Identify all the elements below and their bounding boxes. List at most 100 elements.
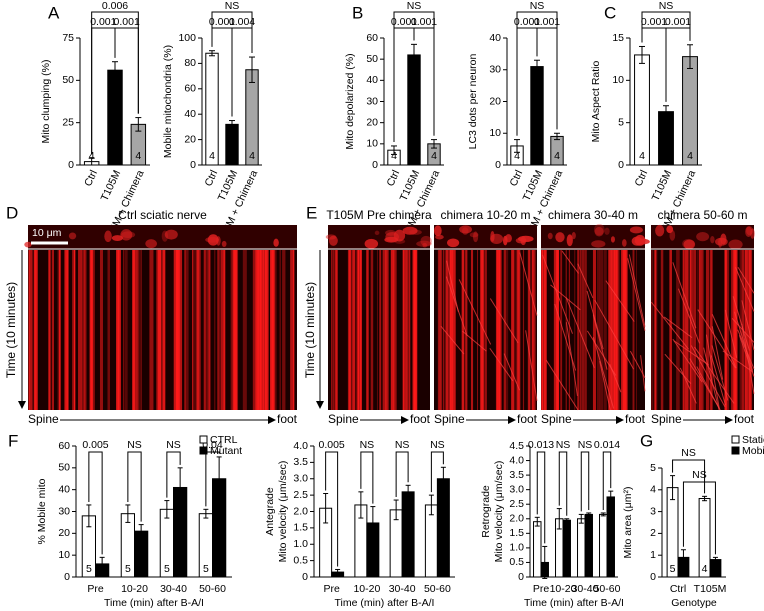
kymograph-track [64, 250, 66, 410]
kymograph-track [541, 250, 544, 410]
kymograph-track [94, 250, 95, 410]
legend-label: Static [742, 434, 764, 446]
x-axis-label: Time (min) after B-A/I [104, 597, 204, 609]
image-blob [622, 239, 627, 247]
significance-bracket [516, 11, 558, 136]
kymograph-track [403, 250, 408, 410]
significance-label: NS [395, 439, 410, 451]
kymograph-track [184, 250, 186, 410]
kymograph-track [28, 250, 33, 410]
kymograph-trace [561, 250, 579, 274]
n-label: 4 [713, 563, 719, 575]
image-blob [683, 239, 696, 250]
kymograph-trace [445, 276, 468, 337]
significance-label: 0.001 [114, 16, 140, 28]
kymograph-track [516, 250, 521, 410]
bar [682, 56, 698, 166]
kymograph-track [669, 250, 672, 410]
kymograph-track [565, 250, 567, 410]
image-blob [273, 238, 279, 247]
y-tick-label: 3 [650, 505, 656, 517]
kymograph-track [64, 250, 69, 410]
kymograph-track [149, 250, 154, 410]
kymograph-track [676, 250, 680, 410]
kymograph-trace [650, 301, 690, 350]
kymograph-trace [628, 254, 646, 327]
kymograph-trace [446, 260, 459, 312]
kymograph-track [500, 250, 502, 410]
image-blob [416, 240, 432, 247]
kymograph-track [177, 250, 180, 410]
kymograph-track [220, 250, 222, 410]
kymograph-track [162, 250, 166, 410]
y-axis-label: % Mobile mito [36, 478, 48, 544]
significance-label: 0.001 [641, 16, 667, 28]
significance-bracket [360, 451, 374, 504]
kymograph-track [481, 250, 485, 410]
y-tick-label: 0 [518, 571, 524, 583]
kymograph-track [83, 250, 87, 410]
kymograph-track [461, 250, 465, 410]
kymograph-trace [689, 358, 721, 411]
panel-letter: A [48, 3, 60, 22]
x-tick-label: Ctrl [202, 168, 220, 188]
y-axis-label: Mito depolarized (%) [344, 53, 356, 149]
kymograph-track [140, 250, 142, 410]
image-blob [420, 235, 432, 247]
significance-bracket [536, 451, 546, 544]
image-blob [24, 241, 32, 248]
kymograph-track [74, 250, 76, 410]
kymograph-track [359, 250, 363, 410]
n-label: 4 [431, 150, 437, 162]
kymograph-track [684, 250, 689, 410]
kymograph-trace [594, 299, 635, 370]
significance-label: 0.001 [534, 16, 560, 28]
significance-bracket [430, 451, 444, 493]
legend-label: CTRL [210, 434, 238, 446]
image-blob [104, 230, 112, 243]
image-blob [161, 230, 169, 242]
kymograph-track [133, 250, 135, 410]
bar [401, 491, 415, 578]
y-axis-label: LC3 dots per neuron [467, 53, 479, 149]
x-tick-label: Ctrl [632, 168, 650, 188]
kymograph-trace [440, 325, 465, 355]
y-tick-label: 1.5 [509, 527, 524, 539]
kymograph-trace [627, 258, 646, 331]
panel-letter: C [604, 3, 616, 22]
panel-letter: D [6, 203, 18, 222]
kymograph-trace [722, 350, 754, 373]
kymograph-trace [503, 353, 520, 391]
kymograph-trace [609, 364, 622, 393]
panel-letter: F [8, 431, 18, 450]
kymograph-track [52, 250, 54, 410]
kymograph-trace [542, 254, 573, 334]
kymograph-trace [458, 279, 492, 345]
kymograph-track [271, 250, 275, 410]
kymograph-track [29, 250, 30, 410]
y-tick-label: 50 [62, 74, 74, 86]
y-tick-label: 1.0 [509, 542, 524, 554]
n-label: 4 [112, 150, 118, 162]
y-tick-label: 0 [64, 571, 70, 583]
image-blob [422, 242, 428, 248]
image-blob [409, 229, 422, 235]
y-tick-label: 50 [58, 462, 70, 474]
kymograph-track [449, 250, 454, 410]
kymograph-trace [697, 309, 736, 369]
kymograph-track [553, 250, 558, 410]
n-label: 4 [554, 150, 560, 162]
image-blob [750, 228, 755, 239]
image-title: Ctrl sciatic nerve [118, 208, 207, 222]
kymograph-track [214, 250, 216, 410]
kymograph-track [48, 250, 51, 410]
kymograph-track [352, 250, 356, 410]
x-tick-label: 30-40 [389, 583, 416, 595]
kymograph-track [274, 250, 277, 410]
image-blob [728, 239, 743, 250]
legend-swatch [731, 435, 740, 444]
n-label: 5 [125, 563, 131, 575]
y-tick-label: 30 [489, 64, 501, 76]
kymograph-track [568, 250, 570, 410]
kymograph-track [185, 250, 189, 410]
